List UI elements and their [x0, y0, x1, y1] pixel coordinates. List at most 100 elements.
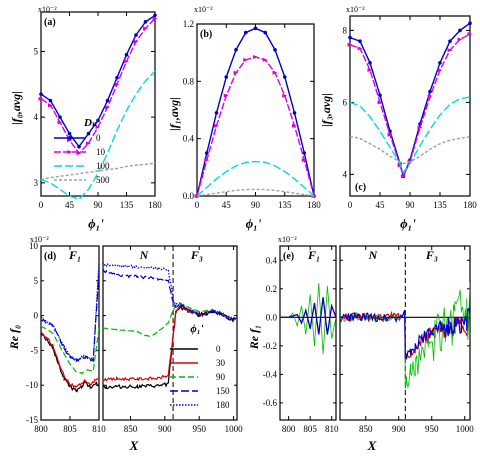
x-tick-label: 45: [65, 200, 75, 210]
multiplier-label: x10⁻²: [30, 235, 49, 244]
y-tick-label: 5: [34, 276, 39, 286]
data-point: [253, 54, 258, 59]
x-tick-label: 135: [278, 200, 292, 210]
plot-frame-b: [196, 23, 315, 197]
y-tick-label: 0.0: [266, 312, 278, 322]
data-point: [204, 151, 209, 155]
y-tick-label: -5: [31, 345, 39, 355]
y-tick-label: -0.6: [263, 398, 278, 408]
x-tick-label: 850: [359, 424, 373, 434]
series-line-150: [103, 268, 237, 323]
series-line-100: [196, 160, 315, 197]
x-tick-label: 135: [120, 200, 134, 210]
series-line-150: [41, 269, 99, 364]
plot-frame-d-segment: [102, 245, 238, 421]
data-point: [417, 125, 423, 130]
x-tick-label: 950: [425, 424, 439, 434]
x-axis-label: X: [367, 438, 377, 453]
data-point: [272, 70, 278, 75]
x-tick-label: 0: [39, 200, 44, 210]
legend-a: [54, 136, 86, 181]
data-point: [86, 141, 91, 146]
y-axis-label: |f₀,avg|: [9, 91, 23, 125]
legend-entry: 150: [216, 386, 230, 396]
plot-frame-d-segment: [40, 245, 100, 421]
data-point: [243, 57, 249, 62]
region-label-f1: F₁: [307, 248, 320, 262]
x-tick-label: 0: [195, 200, 200, 210]
y-tick-label: 6: [343, 97, 348, 107]
series-line-150: [340, 307, 470, 360]
data-point: [273, 48, 277, 52]
x-tick-label: 0: [348, 200, 353, 210]
series-line-500: [349, 135, 471, 165]
data-point: [58, 115, 62, 119]
chart-c: [347, 15, 473, 197]
series-line-90: [280, 283, 336, 355]
panel-label: (d): [44, 251, 56, 262]
chart-d: [40, 245, 238, 421]
data-point: [153, 13, 157, 18]
multiplier-label: x10⁻²: [346, 5, 365, 14]
panel-label: (b): [200, 29, 212, 40]
series-line-30: [41, 330, 99, 389]
data-point: [105, 105, 110, 110]
legend-entry: 0: [216, 344, 221, 354]
data-point: [400, 174, 406, 179]
data-point: [357, 46, 363, 51]
legend-title: ϕ₁': [190, 323, 203, 335]
x-tick-label: 950: [192, 424, 206, 434]
data-point: [458, 28, 462, 33]
data-point: [96, 118, 100, 123]
x-tick-label: 180: [307, 200, 321, 210]
data-point: [48, 98, 53, 103]
y-tick-label: 0.4: [266, 255, 278, 265]
data-point: [243, 30, 248, 35]
series-line-10: [349, 33, 471, 179]
y-tick-label: 4: [34, 112, 39, 122]
data-point: [143, 26, 148, 31]
data-point: [282, 93, 288, 98]
y-axis-label: |f₃,avg|: [319, 93, 333, 127]
y-tick-label: 0: [34, 311, 39, 321]
data-point: [223, 93, 229, 98]
series-line-0: [196, 27, 315, 197]
multiplier-label: x10⁻²: [38, 5, 57, 14]
data-point: [77, 144, 81, 149]
legend-entry: 0: [96, 133, 101, 143]
data-point: [38, 96, 44, 101]
legend-marker: [68, 136, 72, 140]
x-tick-label: 45: [376, 200, 386, 210]
x-axis-label: X: [129, 438, 139, 453]
region-label-f1: F₁: [68, 248, 81, 262]
series-line-0: [349, 22, 471, 179]
x-tick-label: 900: [392, 424, 406, 434]
x-tick-label: 800: [34, 424, 48, 434]
data-point: [292, 123, 297, 128]
data-point: [105, 98, 110, 103]
data-point: [124, 52, 129, 57]
chart-e: [279, 245, 471, 421]
data-point: [302, 151, 307, 155]
x-tick-label: 810: [325, 424, 339, 434]
data-point: [467, 32, 473, 36]
series-line-150: [280, 297, 336, 335]
x-tick-label: 1000: [456, 424, 475, 434]
legend-entry: 10: [96, 147, 106, 157]
data-point: [114, 82, 120, 87]
panel-label: (c): [355, 182, 366, 193]
legend-entry: 180: [216, 400, 230, 410]
x-axis-label: ϕ₁': [400, 216, 416, 231]
data-point: [95, 125, 101, 129]
series-line-90: [41, 325, 99, 376]
region-label-n: N: [368, 248, 379, 262]
y-tick-label: 1.2: [183, 19, 194, 29]
y-tick-label: 0.8: [183, 76, 195, 86]
x-tick-label: 810: [92, 424, 106, 434]
y-tick-label: 8: [343, 25, 348, 35]
series-line-180: [41, 263, 99, 362]
plot-frame-e-segment: [279, 245, 337, 421]
panel-label: (e): [283, 251, 294, 262]
y-tick-label: 3: [34, 178, 39, 188]
